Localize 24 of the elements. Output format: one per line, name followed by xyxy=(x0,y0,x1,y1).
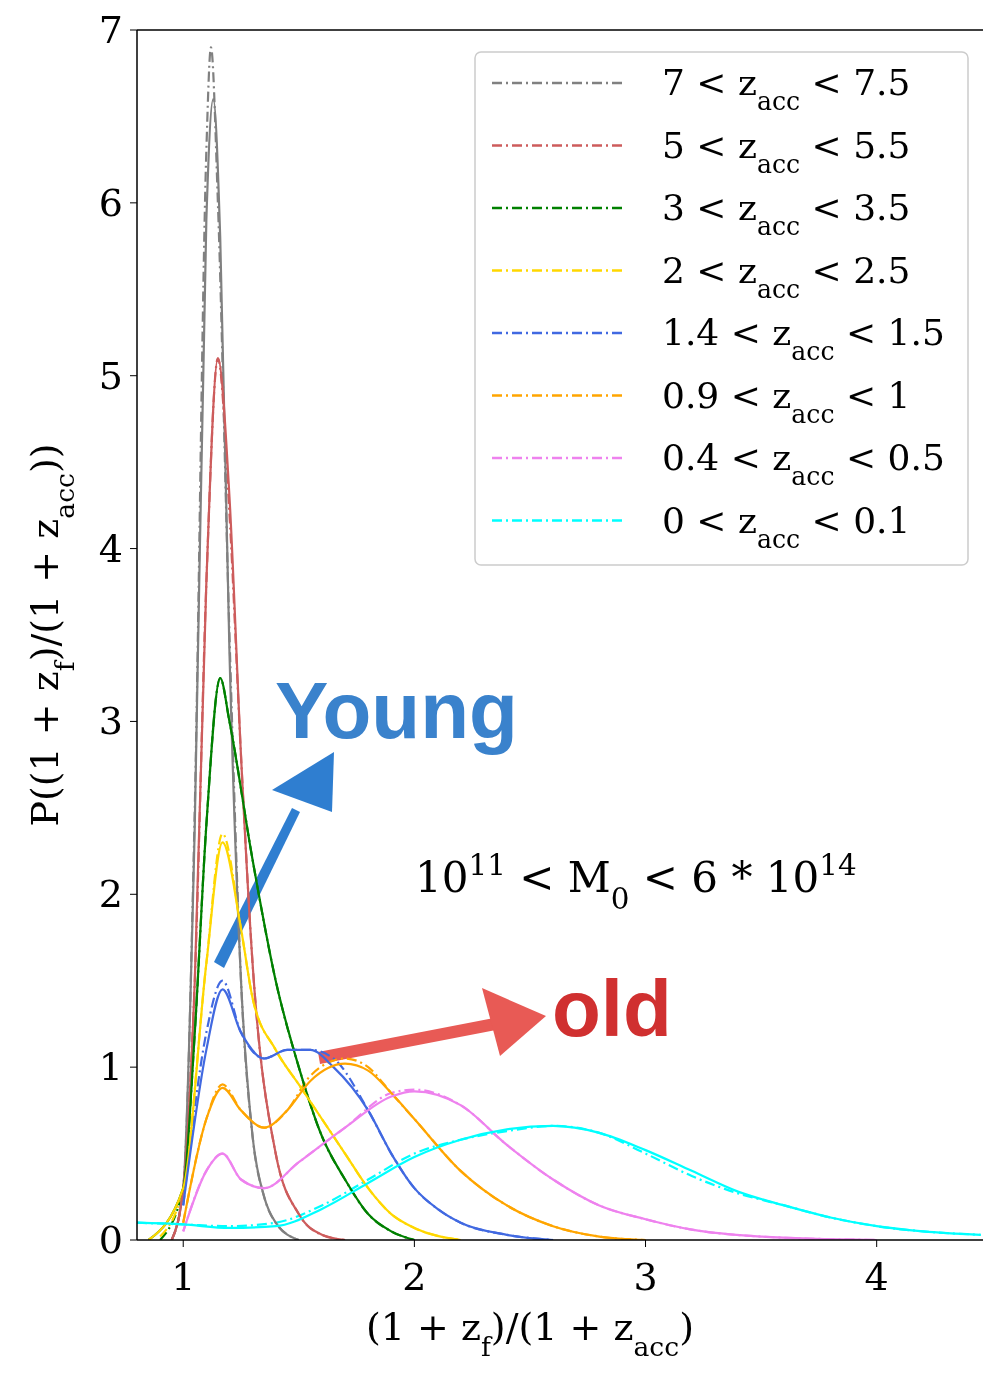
x-tick-label: 1 xyxy=(171,1255,196,1299)
legend-label: 2 < z$_{acc}$ < 2.5 xyxy=(662,249,911,303)
annotation: Young xyxy=(275,666,518,755)
legend-label: 0.9 < z$_{acc}$ < 1 xyxy=(662,374,911,428)
legend-label: 7 < z$_{acc}$ < 7.5 xyxy=(662,62,911,116)
y-tick-label: 6 xyxy=(98,180,123,225)
legend-label: 0.4 < z$_{acc}$ < 0.5 xyxy=(662,437,945,491)
y-tick-label: 5 xyxy=(98,353,123,398)
y-tick-label: 1 xyxy=(98,1045,123,1090)
y-tick-label: 4 xyxy=(98,526,123,571)
x-tick-label: 2 xyxy=(402,1255,427,1299)
annotation: old xyxy=(552,964,672,1053)
legend-label: 5 < z$_{acc}$ < 5.5 xyxy=(662,124,911,178)
y-tick-label: 3 xyxy=(98,699,123,744)
y-tick-label: 2 xyxy=(98,872,123,917)
annotation: 10$^{11}$ < M$_{0}$ < 6 * 10$^{14}$ xyxy=(415,848,857,916)
y-tick-label: 0 xyxy=(98,1218,123,1262)
legend-label: 0 < z$_{acc}$ < 0.1 xyxy=(662,499,911,553)
legend-label: 3 < z$_{acc}$ < 3.5 xyxy=(662,187,911,241)
x-axis-title: (1 + z$_{f}$)/(1 + z$_{acc}$) xyxy=(365,1305,695,1362)
x-tick-label: 3 xyxy=(633,1255,658,1299)
x-tick-label: 4 xyxy=(864,1255,889,1299)
legend-label: 1.4 < z$_{acc}$ < 1.5 xyxy=(662,312,945,366)
y-tick-label: 7 xyxy=(98,8,123,52)
